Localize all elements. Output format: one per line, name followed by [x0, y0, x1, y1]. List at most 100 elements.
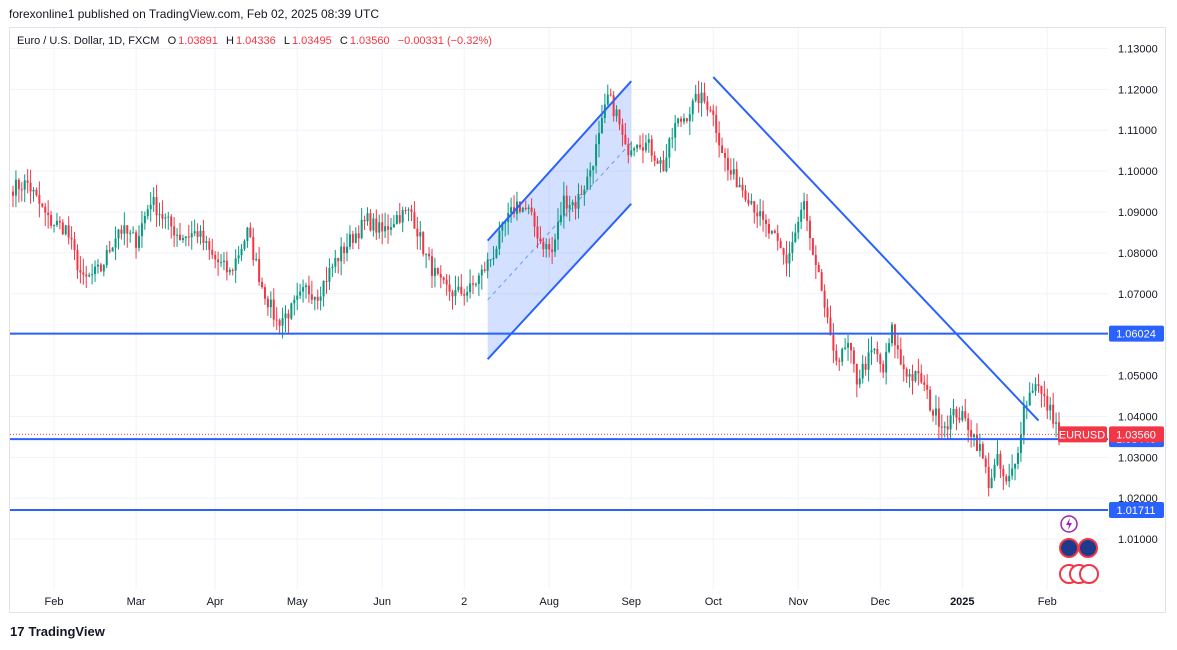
candle-body	[911, 374, 914, 381]
candle-body	[422, 232, 425, 255]
y-tick-label: 1.05000	[1118, 371, 1158, 383]
candle-body	[794, 232, 797, 243]
candle-body	[1022, 406, 1025, 435]
candle-body	[299, 291, 302, 296]
candle-body	[102, 265, 105, 272]
candle-body	[820, 272, 823, 291]
candle-body	[791, 242, 794, 254]
candle-body	[53, 224, 56, 226]
candle-body	[310, 294, 313, 300]
candle-body	[378, 222, 381, 233]
candle-body	[105, 250, 108, 266]
candle-body	[67, 225, 70, 238]
candle-body	[316, 296, 319, 301]
candle-body	[448, 284, 451, 292]
us-event-icon[interactable]	[1079, 564, 1099, 584]
candle-body	[788, 253, 791, 264]
candle-body	[234, 258, 237, 271]
candle-body	[586, 176, 589, 190]
candle-body	[656, 160, 659, 164]
candle-body	[741, 184, 744, 191]
channel-fill	[487, 81, 632, 360]
high-value: 1.04336	[235, 35, 276, 47]
candle-body	[612, 95, 615, 117]
candle-body	[559, 215, 562, 223]
candle-body	[697, 93, 700, 104]
candle-body	[375, 218, 378, 233]
candle-body	[609, 94, 612, 96]
candle-body	[261, 281, 264, 288]
candle-body	[797, 221, 800, 233]
candle-body	[460, 286, 463, 294]
candle-body	[823, 290, 826, 308]
candle-body	[826, 307, 829, 318]
level-price-label: 1.01711	[1117, 505, 1156, 517]
candle-body	[85, 274, 88, 277]
candle-body	[967, 418, 970, 430]
candle-body	[293, 299, 296, 304]
eu-event-icon[interactable]	[1078, 538, 1098, 558]
candle-body	[334, 257, 337, 267]
candle-body	[556, 222, 559, 240]
candle-body	[688, 114, 691, 122]
candle-body	[744, 190, 747, 200]
candle-body	[715, 114, 718, 133]
candle-body	[1049, 404, 1052, 411]
candle-body	[120, 229, 123, 234]
candle-body	[135, 232, 138, 248]
candle-body	[574, 202, 577, 209]
candle-body	[993, 464, 996, 478]
candle-body	[946, 426, 949, 430]
candle-body	[694, 93, 697, 101]
candle-body	[445, 279, 448, 285]
candle-body	[161, 214, 164, 219]
candle-body	[155, 197, 158, 216]
candle-body	[263, 287, 266, 299]
candle-body	[873, 348, 876, 351]
candle-body	[313, 296, 316, 300]
candle-body	[246, 227, 249, 242]
eu-event-icon[interactable]	[1059, 538, 1079, 558]
candle-body	[908, 374, 911, 377]
candle-body	[876, 348, 879, 355]
candle-body	[838, 360, 841, 362]
candle-body	[545, 244, 548, 250]
candle-body	[196, 231, 199, 237]
candle-body	[454, 290, 457, 297]
candle-body	[984, 458, 987, 467]
candle-body	[88, 275, 91, 277]
candle-body	[844, 347, 847, 349]
lightning-bolt-icon	[1066, 518, 1072, 530]
chart-frame	[9, 27, 1166, 613]
candle-body	[29, 182, 32, 192]
candle-body	[747, 199, 750, 204]
candle-body	[641, 147, 644, 151]
candle-body	[1040, 385, 1043, 394]
candle-body	[407, 209, 410, 211]
candle-body	[990, 477, 993, 488]
candle-body	[981, 444, 984, 459]
candle-body	[952, 408, 955, 416]
candle-body	[917, 371, 920, 374]
candle-body	[1055, 422, 1058, 424]
candle-body	[287, 313, 290, 319]
candle-body	[1046, 395, 1049, 411]
candle-body	[205, 241, 208, 243]
candle-body	[331, 266, 334, 269]
candle-body	[647, 139, 650, 143]
low-value: 1.03495	[291, 35, 332, 47]
candle-body	[615, 109, 618, 117]
candle-body	[94, 266, 97, 275]
candle-body	[430, 256, 433, 276]
candle-body	[1019, 434, 1022, 453]
candle-body	[671, 137, 674, 139]
candle-body	[167, 216, 170, 218]
candle-body	[691, 100, 694, 115]
candle-body	[806, 201, 809, 221]
candle-body	[96, 264, 99, 267]
candle-body	[489, 259, 492, 261]
candle-body	[723, 153, 726, 158]
tradingview-footer[interactable]: 17 TradingView	[10, 624, 105, 639]
candle-body	[143, 215, 146, 224]
